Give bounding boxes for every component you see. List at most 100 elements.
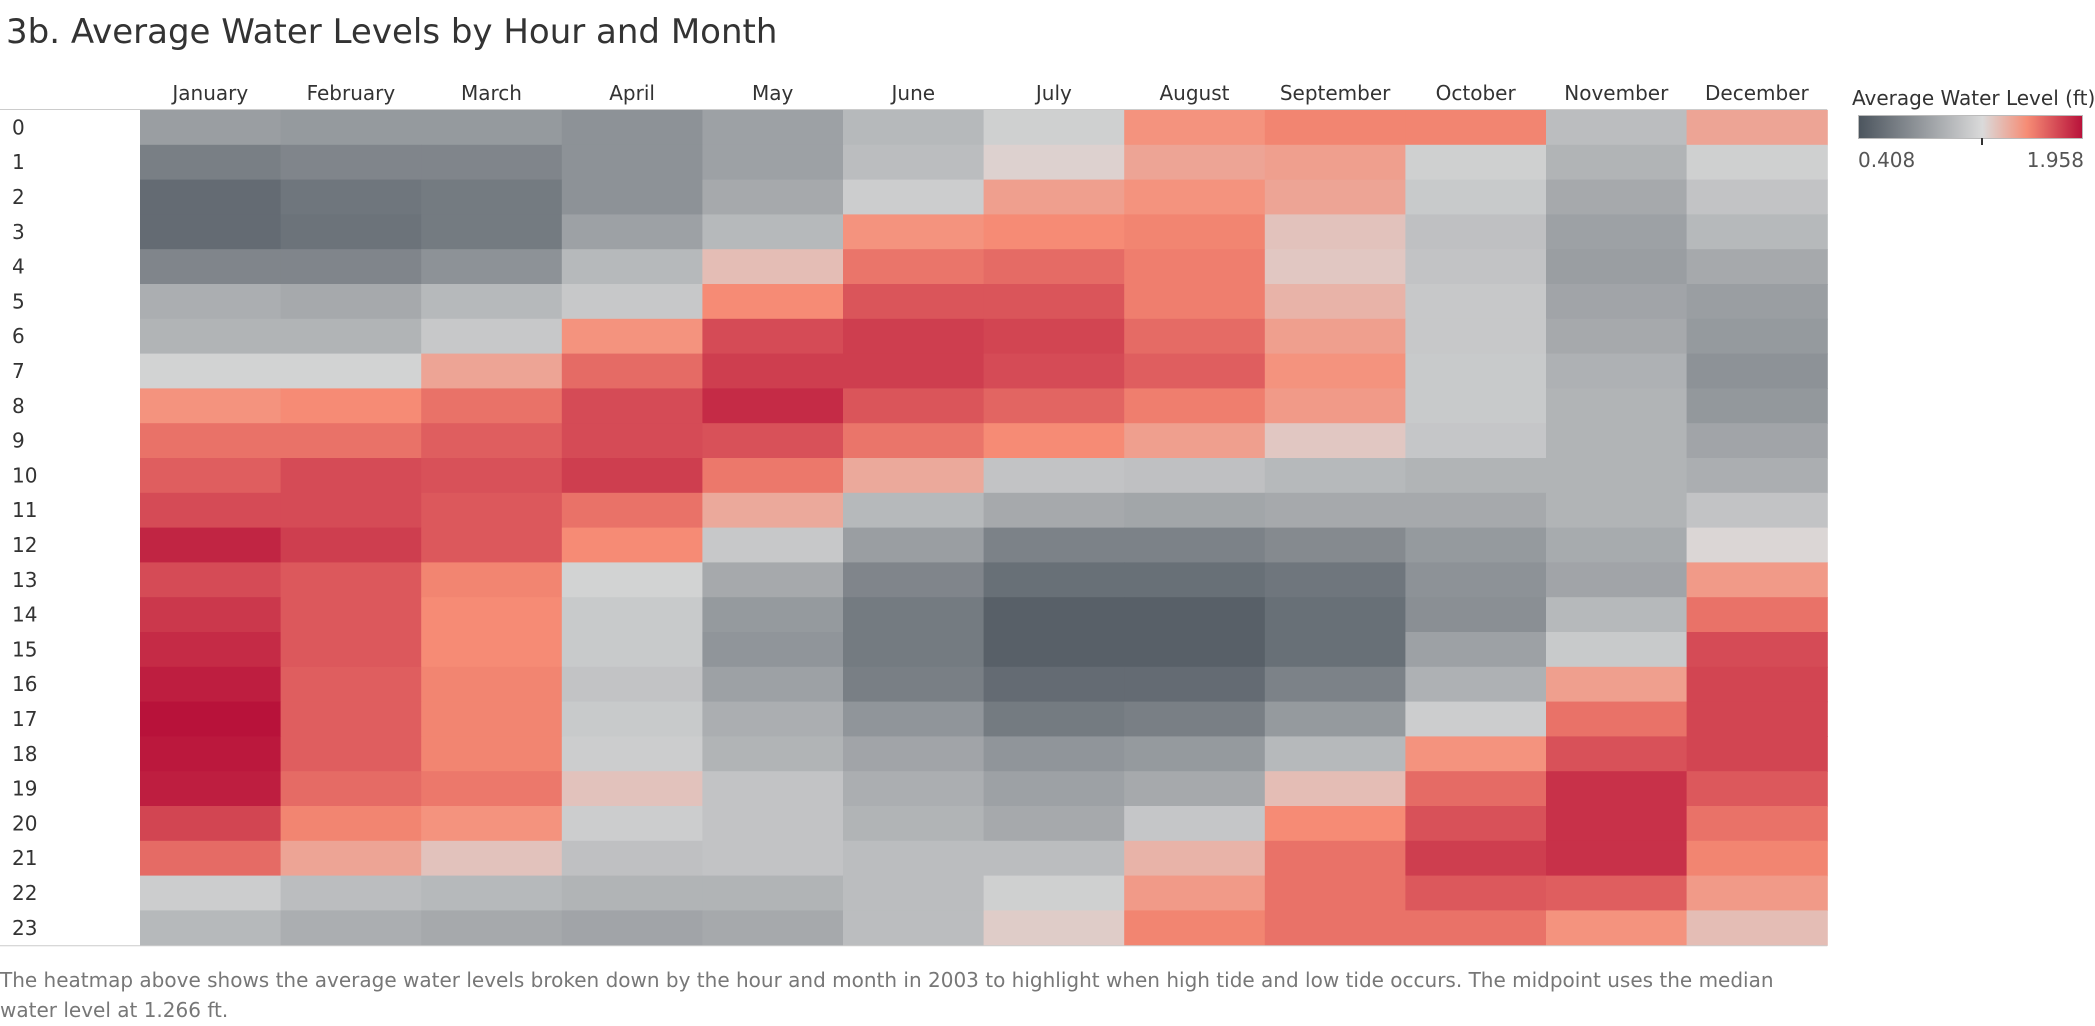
heatmap-cell-october-hour-16[interactable] [1405,666,1547,703]
heatmap-cell-august-hour-14[interactable] [1124,597,1266,633]
heatmap-cell-november-hour-23[interactable] [1546,910,1688,946]
heatmap-cell-june-hour-3[interactable] [843,214,985,250]
heatmap-cell-april-hour-7[interactable] [561,353,703,389]
heatmap-cell-march-hour-16[interactable] [421,666,563,703]
heatmap-cell-december-hour-0[interactable] [1686,110,1828,146]
heatmap-cell-june-hour-17[interactable] [843,701,985,737]
heatmap-cell-october-hour-18[interactable] [1405,736,1547,772]
heatmap-cell-may-hour-6[interactable] [702,318,844,355]
heatmap-cell-august-hour-11[interactable] [1124,492,1266,529]
heatmap-cell-september-hour-4[interactable] [1264,249,1406,285]
heatmap-cell-february-hour-1[interactable] [280,144,422,181]
heatmap-cell-december-hour-13[interactable] [1686,562,1828,598]
heatmap-cell-october-hour-0[interactable] [1405,110,1547,146]
heatmap-cell-august-hour-13[interactable] [1124,562,1266,598]
heatmap-cell-september-hour-19[interactable] [1264,771,1406,807]
heatmap-cell-january-hour-18[interactable] [140,736,282,772]
heatmap-cell-june-hour-11[interactable] [843,492,985,529]
heatmap-cell-january-hour-17[interactable] [140,701,282,737]
heatmap-cell-december-hour-7[interactable] [1686,353,1828,389]
heatmap-cell-september-hour-11[interactable] [1264,492,1406,529]
heatmap-cell-november-hour-20[interactable] [1546,806,1688,842]
heatmap-cell-december-hour-23[interactable] [1686,910,1828,946]
heatmap-cell-january-hour-1[interactable] [140,144,282,181]
heatmap-cell-july-hour-9[interactable] [983,423,1125,459]
heatmap-cell-october-hour-5[interactable] [1405,284,1547,320]
heatmap-cell-july-hour-18[interactable] [983,736,1125,772]
heatmap-cell-february-hour-0[interactable] [280,110,422,146]
heatmap-cell-april-hour-13[interactable] [561,562,703,598]
heatmap-cell-june-hour-8[interactable] [843,388,985,424]
heatmap-cell-march-hour-18[interactable] [421,736,563,772]
heatmap-cell-december-hour-18[interactable] [1686,736,1828,772]
heatmap-cell-may-hour-22[interactable] [702,875,844,911]
heatmap-cell-august-hour-12[interactable] [1124,527,1266,563]
heatmap-cell-june-hour-2[interactable] [843,179,985,215]
heatmap-cell-december-hour-6[interactable] [1686,318,1828,355]
heatmap-cell-january-hour-5[interactable] [140,284,282,320]
heatmap-cell-may-hour-19[interactable] [702,771,844,807]
heatmap-cell-february-hour-20[interactable] [280,806,422,842]
heatmap-cell-december-hour-22[interactable] [1686,875,1828,911]
heatmap-cell-june-hour-9[interactable] [843,423,985,459]
heatmap-cell-june-hour-22[interactable] [843,875,985,911]
heatmap-cell-march-hour-8[interactable] [421,388,563,424]
heatmap-cell-december-hour-19[interactable] [1686,771,1828,807]
heatmap-cell-march-hour-2[interactable] [421,179,563,215]
heatmap-cell-august-hour-19[interactable] [1124,771,1266,807]
heatmap-cell-june-hour-16[interactable] [843,666,985,703]
heatmap-cell-april-hour-17[interactable] [561,701,703,737]
heatmap-cell-january-hour-16[interactable] [140,666,282,703]
heatmap-cell-july-hour-14[interactable] [983,597,1125,633]
heatmap-cell-january-hour-13[interactable] [140,562,282,598]
heatmap-cell-november-hour-6[interactable] [1546,318,1688,355]
heatmap-cell-may-hour-7[interactable] [702,353,844,389]
heatmap-cell-january-hour-15[interactable] [140,632,282,668]
heatmap-cell-august-hour-21[interactable] [1124,840,1266,877]
heatmap-cell-july-hour-12[interactable] [983,527,1125,563]
heatmap-cell-april-hour-16[interactable] [561,666,703,703]
heatmap-cell-december-hour-14[interactable] [1686,597,1828,633]
heatmap-cell-september-hour-10[interactable] [1264,458,1406,494]
heatmap-cell-july-hour-5[interactable] [983,284,1125,320]
heatmap-cell-january-hour-23[interactable] [140,910,282,946]
heatmap-cell-september-hour-20[interactable] [1264,806,1406,842]
heatmap-cell-february-hour-22[interactable] [280,875,422,911]
heatmap-cell-june-hour-4[interactable] [843,249,985,285]
heatmap-cell-january-hour-20[interactable] [140,806,282,842]
heatmap-cell-december-hour-3[interactable] [1686,214,1828,250]
heatmap-cell-may-hour-13[interactable] [702,562,844,598]
heatmap-cell-april-hour-12[interactable] [561,527,703,563]
heatmap-cell-february-hour-23[interactable] [280,910,422,946]
heatmap-cell-july-hour-15[interactable] [983,632,1125,668]
heatmap-cell-march-hour-1[interactable] [421,144,563,181]
heatmap-cell-october-hour-14[interactable] [1405,597,1547,633]
heatmap-cell-may-hour-20[interactable] [702,806,844,842]
heatmap-cell-february-hour-17[interactable] [280,701,422,737]
heatmap-cell-october-hour-13[interactable] [1405,562,1547,598]
heatmap-cell-february-hour-3[interactable] [280,214,422,250]
heatmap-cell-december-hour-5[interactable] [1686,284,1828,320]
heatmap-cell-february-hour-8[interactable] [280,388,422,424]
heatmap-cell-october-hour-2[interactable] [1405,179,1547,215]
heatmap-cell-june-hour-15[interactable] [843,632,985,668]
heatmap-cell-december-hour-16[interactable] [1686,666,1828,703]
heatmap-cell-july-hour-2[interactable] [983,179,1125,215]
heatmap-cell-february-hour-21[interactable] [280,840,422,877]
heatmap-cell-december-hour-12[interactable] [1686,527,1828,563]
heatmap-cell-november-hour-22[interactable] [1546,875,1688,911]
heatmap-cell-march-hour-17[interactable] [421,701,563,737]
heatmap-cell-may-hour-1[interactable] [702,144,844,181]
heatmap-cell-march-hour-15[interactable] [421,632,563,668]
heatmap-cell-november-hour-3[interactable] [1546,214,1688,250]
heatmap-cell-july-hour-11[interactable] [983,492,1125,529]
heatmap-cell-march-hour-20[interactable] [421,806,563,842]
heatmap-cell-january-hour-21[interactable] [140,840,282,877]
heatmap-cell-september-hour-16[interactable] [1264,666,1406,703]
heatmap-cell-march-hour-6[interactable] [421,318,563,355]
heatmap-cell-may-hour-15[interactable] [702,632,844,668]
heatmap-cell-october-hour-22[interactable] [1405,875,1547,911]
heatmap-cell-may-hour-12[interactable] [702,527,844,563]
heatmap-cell-may-hour-23[interactable] [702,910,844,946]
heatmap-cell-september-hour-3[interactable] [1264,214,1406,250]
